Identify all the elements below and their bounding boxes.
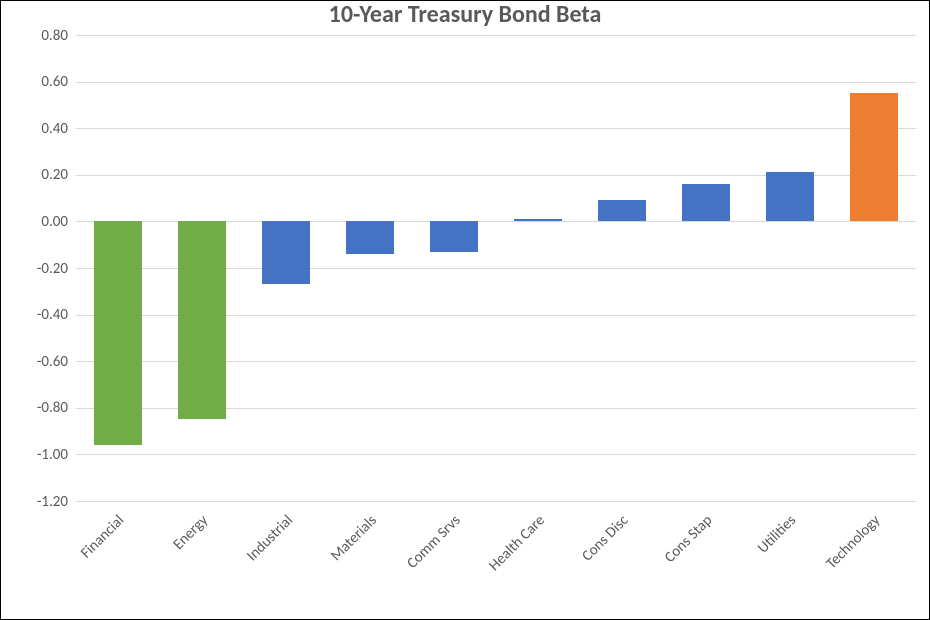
chart-frame: 10-Year Treasury Bond Beta -1.20-1.00-0.… — [0, 0, 930, 620]
x-tick-label: Energy — [170, 512, 212, 554]
chart-title: 10-Year Treasury Bond Beta — [1, 0, 929, 29]
x-tick-label: Utilities — [755, 512, 801, 558]
y-tick-label: 0.00 — [8, 213, 68, 231]
plot-area: -1.20-1.00-0.80-0.60-0.40-0.200.000.200.… — [76, 35, 916, 501]
gridline — [76, 35, 916, 36]
bar — [178, 221, 227, 419]
bar — [94, 221, 143, 445]
x-tick-label: Comm Srvs — [403, 512, 464, 573]
bar — [682, 184, 731, 221]
x-tick-label: Financial — [78, 512, 129, 563]
y-tick-label: 0.40 — [8, 120, 68, 138]
bar — [346, 221, 395, 254]
bar — [766, 172, 815, 221]
y-tick-label: -1.20 — [8, 493, 68, 511]
y-tick-label: -0.60 — [8, 353, 68, 371]
gridline — [76, 128, 916, 129]
y-tick-label: 0.20 — [8, 166, 68, 184]
y-tick-label: -0.20 — [8, 260, 68, 278]
x-tick-label: Technology — [823, 512, 884, 573]
gridline — [76, 82, 916, 83]
x-tick-label: Health Care — [485, 512, 548, 575]
bar — [430, 221, 479, 251]
bar — [598, 200, 647, 221]
y-tick-label: 0.80 — [8, 27, 68, 45]
bar — [850, 93, 899, 221]
x-tick-label: Materials — [327, 512, 380, 565]
gridline — [76, 454, 916, 455]
x-tick-label: Industrial — [243, 512, 296, 565]
bar — [514, 219, 563, 221]
y-tick-label: -1.00 — [8, 446, 68, 464]
y-tick-label: -0.40 — [8, 306, 68, 324]
x-tick-label: Cons Stap — [661, 512, 716, 567]
bar — [262, 221, 311, 284]
x-tick-label: Cons Disc — [579, 512, 633, 566]
y-tick-label: -0.80 — [8, 399, 68, 417]
x-axis-labels: Financial Energy Industrial Materials Comm S… — [76, 501, 916, 620]
y-tick-label: 0.60 — [8, 73, 68, 91]
